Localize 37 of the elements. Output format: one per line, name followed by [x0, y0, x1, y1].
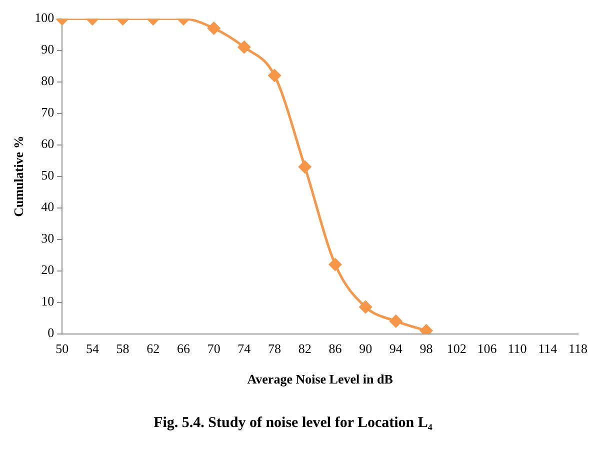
y-tick-label: 80 — [41, 73, 54, 88]
x-tick-label: 90 — [359, 341, 372, 356]
y-tick-label: 10 — [41, 294, 54, 309]
point — [390, 314, 402, 328]
x-tick-label: 50 — [56, 341, 69, 356]
x-tick-label: 54 — [86, 341, 100, 356]
x-tick-label: 58 — [116, 341, 130, 356]
y-tick-label: 40 — [41, 199, 54, 214]
y-tick-label: 70 — [41, 104, 54, 120]
x-tick-label: 118 — [568, 341, 588, 356]
y-tick-label: 30 — [41, 230, 54, 246]
y-tick-label: 0 — [48, 325, 54, 340]
x-axis-title: Average Noise Level in dB — [247, 372, 394, 387]
point — [298, 160, 312, 174]
x-tick-label: 94 — [389, 341, 403, 356]
x-tick-label: 98 — [420, 341, 433, 356]
y-tick-label: 50 — [41, 168, 54, 183]
y-tick-label: 20 — [41, 262, 54, 278]
y-tick-label: 100 — [34, 10, 54, 26]
point — [420, 324, 433, 334]
x-tick-label: 86 — [328, 341, 342, 356]
y-axis-title: Cumulative % — [11, 136, 26, 217]
x-tick-label: 102 — [446, 341, 466, 356]
text: Fig. 5.4. Study of noise level for Location L₄ — [154, 414, 433, 431]
x-tick-label: 70 — [207, 341, 220, 356]
x-tick-label: 106 — [477, 341, 498, 356]
point — [328, 258, 342, 271]
x-tick-label: 82 — [298, 341, 312, 356]
x-tick-label: 66 — [176, 341, 190, 356]
y-tick-label: 90 — [41, 42, 54, 57]
point — [359, 300, 372, 314]
x-tick-label: 62 — [146, 341, 160, 356]
y-tick-label: 60 — [41, 136, 54, 152]
x-tick-label: 110 — [508, 341, 527, 356]
x-tick-label: 74 — [238, 341, 252, 356]
x-tick-label: 78 — [268, 341, 282, 356]
x-tick-label: 114 — [538, 341, 558, 356]
